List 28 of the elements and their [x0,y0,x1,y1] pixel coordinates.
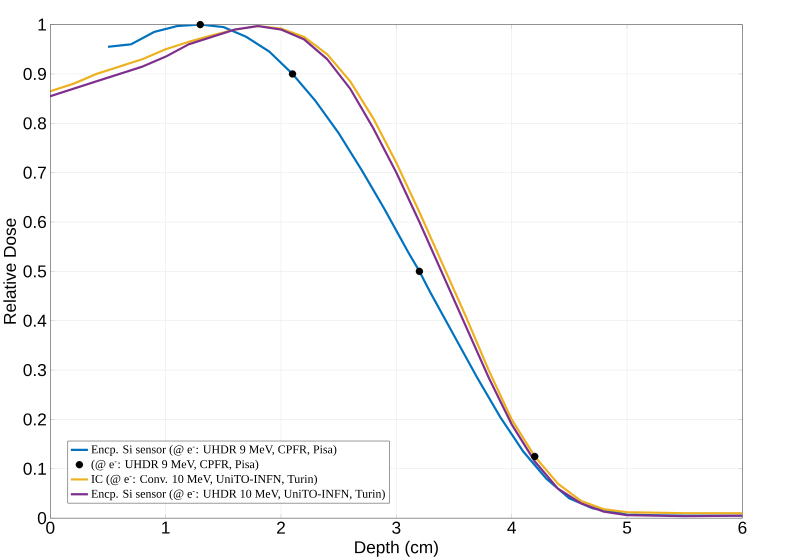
point [416,268,424,276]
x-tick-label: 4 [507,522,516,534]
y-tick-label: 0.1 [23,462,46,475]
point [196,20,204,28]
y-tick-label: 0.2 [23,413,46,426]
x-tick-label: 5 [622,522,632,534]
y-tick-label: 0.3 [23,364,46,376]
point [288,70,296,78]
legend-label: (@ e$^{-}$: UHDR 9 MeV, CPFR, Pisa) [92,460,258,471]
x-axis-title: Depth (cm) [355,540,438,557]
y-tick-label: 0.4 [23,314,46,327]
y-axis-title: Relative Dose [3,218,16,324]
x-tick-label: 0 [46,522,54,534]
x-tick-label: 3 [392,522,400,534]
x-tick-label: 1 [162,522,170,534]
y-tick-label: 0.7 [23,166,46,179]
y-tick-label: 0.5 [23,265,46,278]
legend-label: Encp. Si sensor (@ e$^{-}$: UHDR 10 MeV, UniTO-INFN, Turin) [91,489,385,500]
y-tick-label: 0.9 [23,68,46,80]
y-tick-label: 0.8 [23,117,46,130]
y-tick-label: 1 [38,18,46,30]
x-tick-label: 6 [738,522,746,534]
y-tick-label: 0.6 [23,216,46,228]
legend-label: IC (@ e$^{-}$: Conv. 10 MeV, UniTO-INFN, Turin) [91,474,317,486]
point [531,452,538,460]
legend-label: Encp. Si sensor (@ e$^{-}$: UHDR 9 MeV, CPFR, Pisa) [91,444,336,456]
y-tick-label: 0 [38,512,46,524]
x-tick-label: 2 [277,522,285,534]
